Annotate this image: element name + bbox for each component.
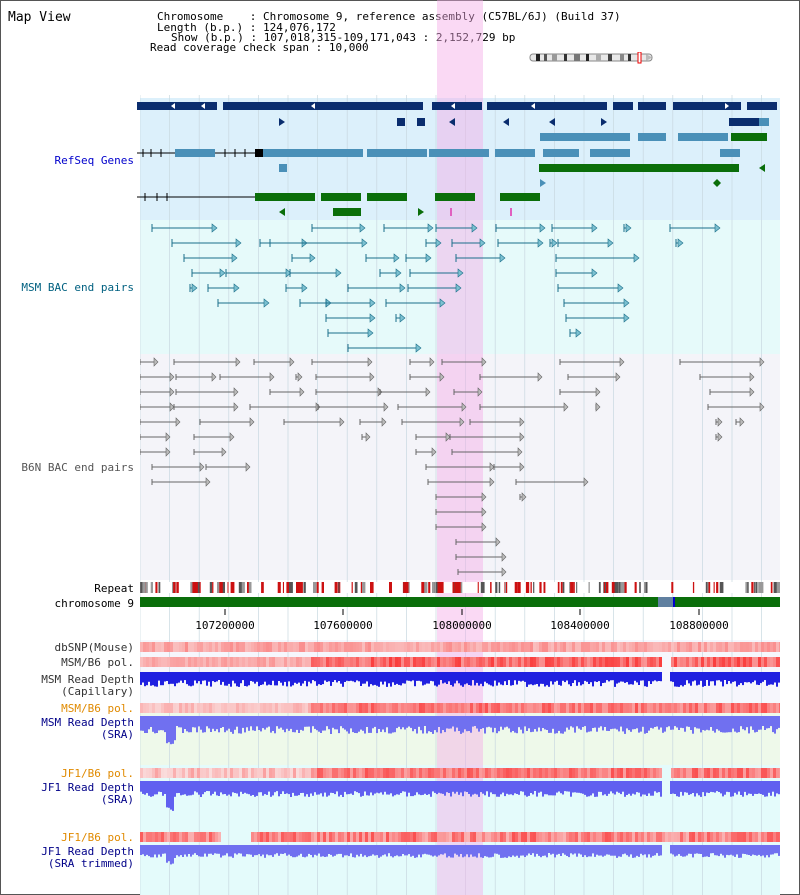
page-title: Map View [8, 10, 71, 25]
header-length-row: Length (b.p.) : 124,076,172 [157, 21, 336, 34]
repeat-track[interactable] [140, 582, 780, 594]
track-label-jf1-depth-trim-2[interactable]: (SRA trimmed) [47, 857, 134, 870]
axis-tick-marks [224, 609, 700, 615]
variation-tracks[interactable] [140, 640, 780, 895]
header-coverage-key: Read coverage check span [150, 41, 309, 54]
header-length-key: Length (b.p.) [157, 21, 244, 34]
header-coverage-row: Read coverage check span : 10,000 [150, 41, 369, 54]
header-show-value: 107,018,315-109,171,043 : 2,152,729 bp [263, 31, 516, 44]
track-label-msm-depth-sra-2[interactable]: (SRA) [100, 728, 134, 741]
axis-tick-label: 108400000 [550, 619, 610, 632]
track-label-msm-b6-pol-2[interactable]: MSM/B6 pol. [61, 702, 134, 715]
refseq-genes-track[interactable] [135, 98, 785, 220]
header-length-value: 124,076,172 [262, 21, 336, 34]
track-label-dbsnp[interactable]: dbSNP(Mouse) [54, 641, 134, 654]
track-label-msm-b6-pol-1[interactable]: MSM/B6 pol. [61, 656, 134, 669]
header-show-key: Show (b.p.) [171, 31, 244, 44]
track-label-chromosome[interactable]: chromosome 9 [54, 597, 134, 610]
track-label-msm-bac[interactable]: MSM BAC end pairs [21, 281, 134, 294]
track-label-b6n-bac[interactable]: B6N BAC end pairs [21, 461, 134, 474]
msm-bac-pairs-track[interactable] [140, 220, 780, 354]
track-label-jf1-b6-pol-2[interactable]: JF1/B6 pol. [61, 831, 134, 844]
track-label-msm-depth-cap-2[interactable]: (Capillary) [61, 685, 134, 698]
track-label-jf1-depth-sra-2[interactable]: (SRA) [100, 793, 134, 806]
header-chromosome-row: Chromosome : Chromosome 9, reference ass… [157, 10, 621, 23]
chromosome-bar[interactable] [140, 597, 780, 609]
chromosome-ideogram[interactable] [528, 52, 658, 64]
b6n-bac-pairs-track[interactable] [140, 354, 780, 580]
track-label-msm-depth-cap-1[interactable]: MSM Read Depth [41, 673, 134, 686]
header-chromosome-value: Chromosome 9, reference assembly (C57BL/… [262, 10, 621, 23]
axis-tick-label: 107200000 [195, 619, 255, 632]
axis-tick-label: 108000000 [432, 619, 492, 632]
track-label-repeat[interactable]: Repeat [94, 582, 134, 595]
axis-tick-label: 108800000 [669, 619, 729, 632]
track-label-jf1-depth-trim-1[interactable]: JF1 Read Depth [41, 845, 134, 858]
track-label-refseq[interactable]: RefSeq Genes [54, 154, 134, 167]
header-chromosome-key: Chromosome [157, 10, 224, 23]
track-label-jf1-b6-pol-1[interactable]: JF1/B6 pol. [61, 767, 134, 780]
axis-tick-label: 107600000 [313, 619, 373, 632]
track-label-jf1-depth-sra-1[interactable]: JF1 Read Depth [41, 781, 134, 794]
track-label-msm-depth-sra-1[interactable]: MSM Read Depth [41, 716, 134, 729]
header-coverage-value: 10,000 [328, 41, 369, 54]
header-show-row: Show (b.p.) : 107,018,315-109,171,043 : … [171, 31, 516, 44]
